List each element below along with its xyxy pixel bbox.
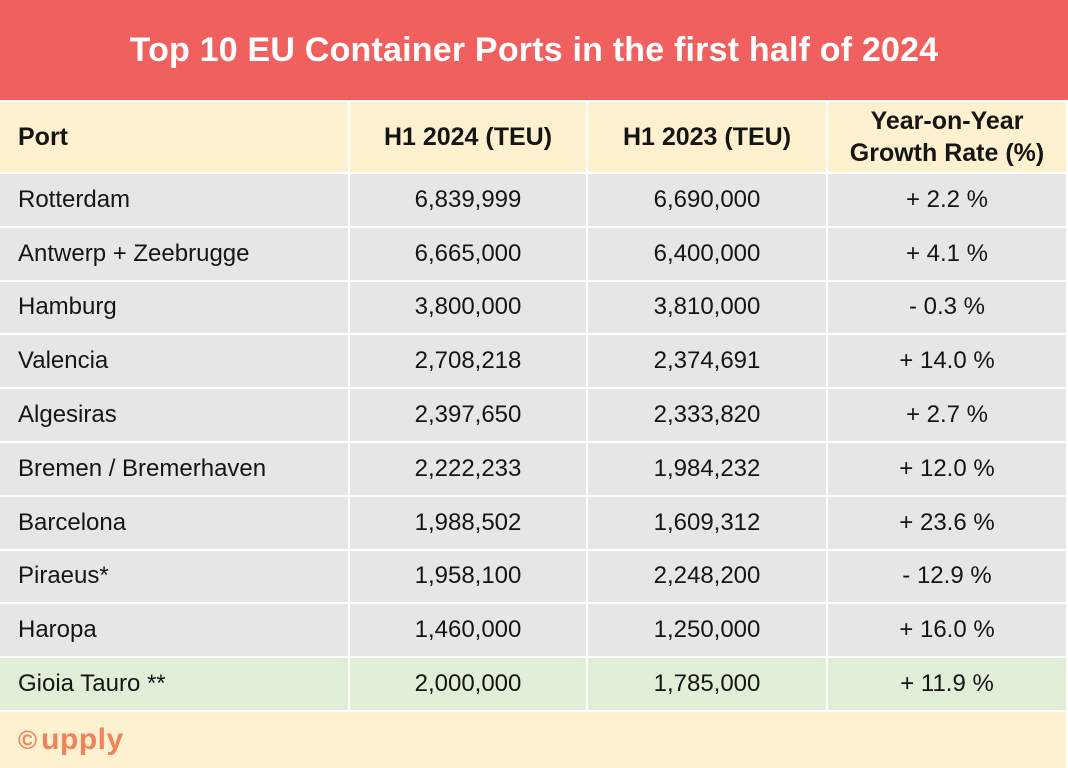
- column-header: H1 2023 (TEU): [588, 102, 826, 172]
- table-cell: + 12.0 %: [828, 443, 1066, 495]
- table-cell: 2,708,218: [350, 335, 586, 388]
- table-cell: 1,984,232: [588, 443, 826, 495]
- column-header: H1 2024 (TEU): [350, 102, 586, 172]
- table-cell: 2,333,820: [588, 389, 826, 441]
- table-cell: 1,460,000: [350, 604, 586, 657]
- table-cell: + 11.9 %: [828, 658, 1066, 710]
- table-cell: Rotterdam: [0, 174, 348, 226]
- table-cell: 1,785,000: [588, 658, 826, 710]
- table-cell: + 16.0 %: [828, 604, 1066, 657]
- copyright: ©: [18, 724, 38, 755]
- table-cell: + 14.0 %: [828, 335, 1066, 388]
- footer: © upply: [0, 712, 1066, 768]
- table-cell: 6,665,000: [350, 227, 586, 280]
- table-cell: 6,839,999: [350, 174, 586, 226]
- table-cell: + 23.6 %: [828, 496, 1066, 549]
- table-cell: 2,374,691: [588, 335, 826, 388]
- table-cell: 2,248,200: [588, 550, 826, 603]
- table-cell: Hamburg: [0, 281, 348, 334]
- table-cell: Antwerp + Zeebrugge: [0, 227, 348, 280]
- table-cell: 6,400,000: [588, 227, 826, 280]
- table-cell: 1,609,312: [588, 496, 826, 549]
- table-cell: + 2.2 %: [828, 174, 1066, 226]
- table-cell: 2,397,650: [350, 389, 586, 441]
- title: Top 10 EU Container Ports in the first h…: [129, 30, 939, 69]
- table-cell: Gioia Tauro **: [0, 658, 348, 710]
- table-cell: Piraeus*: [0, 550, 348, 603]
- table-cell: Bremen / Bremerhaven: [0, 443, 348, 495]
- table-cell: 2,000,000: [350, 658, 586, 710]
- brand-logo: upply: [41, 723, 124, 756]
- table-cell: 1,250,000: [588, 604, 826, 657]
- table-cell: 3,800,000: [350, 281, 586, 334]
- table-cell: 1,988,502: [350, 496, 586, 549]
- table-cell: 2,222,233: [350, 443, 586, 495]
- column-header: Year-on-Year Growth Rate (%): [828, 102, 1066, 172]
- table-cell: - 0.3 %: [828, 281, 1066, 334]
- table-cell: - 12.9 %: [828, 550, 1066, 603]
- table-cell: + 4.1 %: [828, 227, 1066, 280]
- title-band: Top 10 EU Container Ports in the first h…: [0, 0, 1068, 100]
- table-cell: 6,690,000: [588, 174, 826, 226]
- column-header: Port: [0, 102, 348, 172]
- table-cell: Valencia: [0, 335, 348, 388]
- table-cell: Algesiras: [0, 389, 348, 441]
- table-cell: Barcelona: [0, 496, 348, 549]
- table-cell: + 2.7 %: [828, 389, 1066, 441]
- table-cell: Haropa: [0, 604, 348, 657]
- table-cell: 3,810,000: [588, 281, 826, 334]
- table-cell: 1,958,100: [350, 550, 586, 603]
